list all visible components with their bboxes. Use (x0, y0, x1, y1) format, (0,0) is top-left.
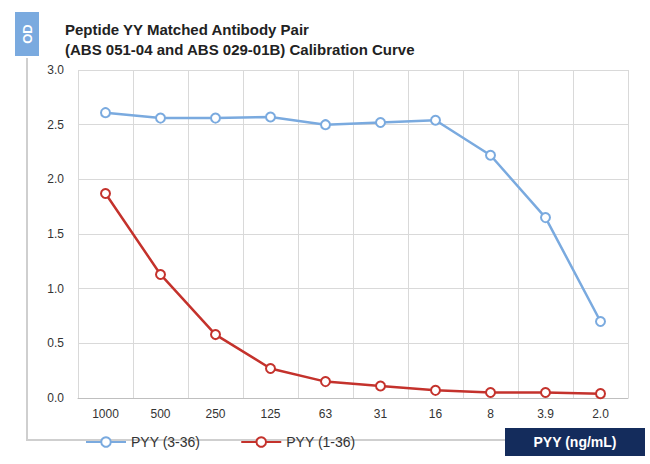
svg-text:2.5: 2.5 (47, 118, 64, 132)
svg-text:1.5: 1.5 (47, 227, 64, 241)
svg-text:1000: 1000 (92, 407, 119, 421)
svg-text:(ABS 051-04 and ABS 029-01B) C: (ABS 051-04 and ABS 029-01B) Calibration… (65, 41, 415, 58)
svg-text:63: 63 (319, 407, 333, 421)
svg-text:31: 31 (374, 407, 388, 421)
svg-text:3.0: 3.0 (47, 63, 64, 77)
svg-text:1.0: 1.0 (47, 282, 64, 296)
svg-text:Peptide YY Matched Antibody Pa: Peptide YY Matched Antibody Pair (65, 21, 309, 38)
svg-text:PYY (1-36): PYY (1-36) (286, 434, 355, 450)
svg-text:8: 8 (487, 407, 494, 421)
svg-text:16: 16 (429, 407, 443, 421)
svg-text:3.9: 3.9 (537, 407, 554, 421)
svg-text:0.0: 0.0 (47, 391, 64, 405)
svg-text:0.5: 0.5 (47, 336, 64, 350)
svg-text:500: 500 (150, 407, 170, 421)
svg-text:125: 125 (260, 407, 280, 421)
svg-text:PYY (ng/mL): PYY (ng/mL) (534, 434, 617, 450)
svg-text:250: 250 (205, 407, 225, 421)
svg-text:PYY (3-36): PYY (3-36) (131, 434, 200, 450)
svg-text:2.0: 2.0 (47, 172, 64, 186)
svg-text:OD: OD (20, 24, 35, 44)
svg-text:2.0: 2.0 (592, 407, 609, 421)
